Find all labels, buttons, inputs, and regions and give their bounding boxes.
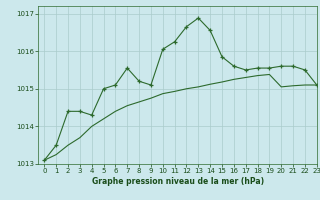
X-axis label: Graphe pression niveau de la mer (hPa): Graphe pression niveau de la mer (hPa) xyxy=(92,177,264,186)
